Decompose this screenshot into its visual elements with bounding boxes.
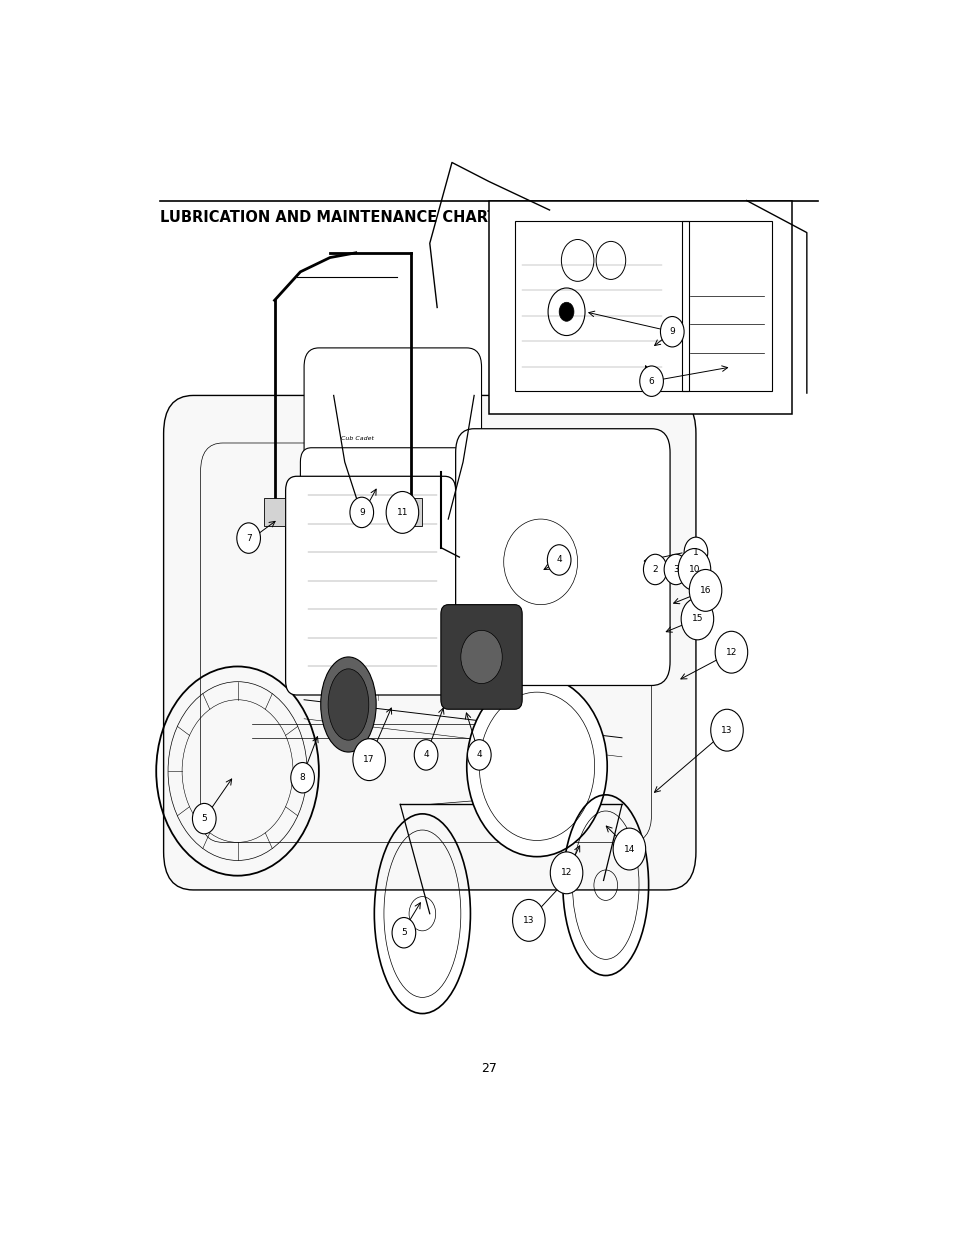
Circle shape	[236, 522, 260, 553]
Circle shape	[663, 555, 687, 584]
FancyBboxPatch shape	[304, 348, 481, 510]
Circle shape	[386, 492, 418, 534]
Circle shape	[550, 852, 582, 894]
Text: 9: 9	[358, 508, 364, 517]
Text: 5: 5	[400, 929, 406, 937]
FancyBboxPatch shape	[400, 498, 421, 526]
Circle shape	[460, 630, 501, 684]
Circle shape	[689, 569, 721, 611]
Text: 11: 11	[396, 508, 408, 517]
Text: 10: 10	[688, 564, 700, 574]
Text: 5: 5	[201, 814, 207, 823]
Text: 15: 15	[691, 615, 702, 624]
Circle shape	[680, 598, 713, 640]
Circle shape	[350, 498, 374, 527]
Circle shape	[710, 709, 742, 751]
Circle shape	[547, 545, 571, 576]
Text: 27: 27	[480, 1062, 497, 1076]
Circle shape	[659, 316, 683, 347]
Text: 1: 1	[692, 548, 699, 557]
Circle shape	[558, 303, 574, 321]
FancyBboxPatch shape	[264, 498, 285, 526]
Circle shape	[678, 548, 710, 590]
Text: 6: 6	[648, 377, 654, 385]
Text: 4: 4	[476, 751, 481, 760]
Circle shape	[467, 740, 491, 771]
Text: 4: 4	[423, 751, 429, 760]
Ellipse shape	[320, 657, 375, 752]
Text: 9: 9	[669, 327, 675, 336]
FancyBboxPatch shape	[440, 605, 521, 709]
FancyBboxPatch shape	[164, 395, 696, 890]
Text: 8: 8	[299, 773, 305, 782]
Text: 3: 3	[673, 564, 679, 574]
Circle shape	[512, 899, 544, 941]
Circle shape	[414, 740, 437, 771]
Circle shape	[392, 918, 416, 948]
Circle shape	[291, 762, 314, 793]
Circle shape	[683, 537, 707, 568]
Ellipse shape	[328, 669, 369, 740]
Text: 16: 16	[700, 585, 711, 595]
Circle shape	[613, 829, 645, 869]
Text: 2: 2	[652, 564, 658, 574]
FancyBboxPatch shape	[300, 448, 485, 534]
Text: 4: 4	[556, 556, 561, 564]
Text: Cub Cadet: Cub Cadet	[341, 436, 374, 441]
Text: 13: 13	[720, 726, 732, 735]
Text: 13: 13	[522, 916, 534, 925]
FancyBboxPatch shape	[285, 477, 456, 695]
Circle shape	[715, 631, 747, 673]
Circle shape	[466, 676, 606, 857]
Text: 12: 12	[560, 868, 572, 877]
Circle shape	[478, 692, 594, 841]
Text: 7: 7	[246, 534, 252, 542]
Text: 14: 14	[623, 845, 635, 853]
Circle shape	[193, 804, 216, 834]
FancyBboxPatch shape	[488, 200, 791, 415]
Text: LUBRICATION AND MAINTENANCE CHART (ILLUSTRATION): LUBRICATION AND MAINTENANCE CHART (ILLUS…	[160, 210, 634, 225]
Text: 17: 17	[363, 755, 375, 764]
Circle shape	[353, 739, 385, 781]
Circle shape	[639, 366, 662, 396]
Text: 12: 12	[725, 647, 737, 657]
FancyBboxPatch shape	[456, 429, 669, 685]
Circle shape	[642, 555, 666, 584]
